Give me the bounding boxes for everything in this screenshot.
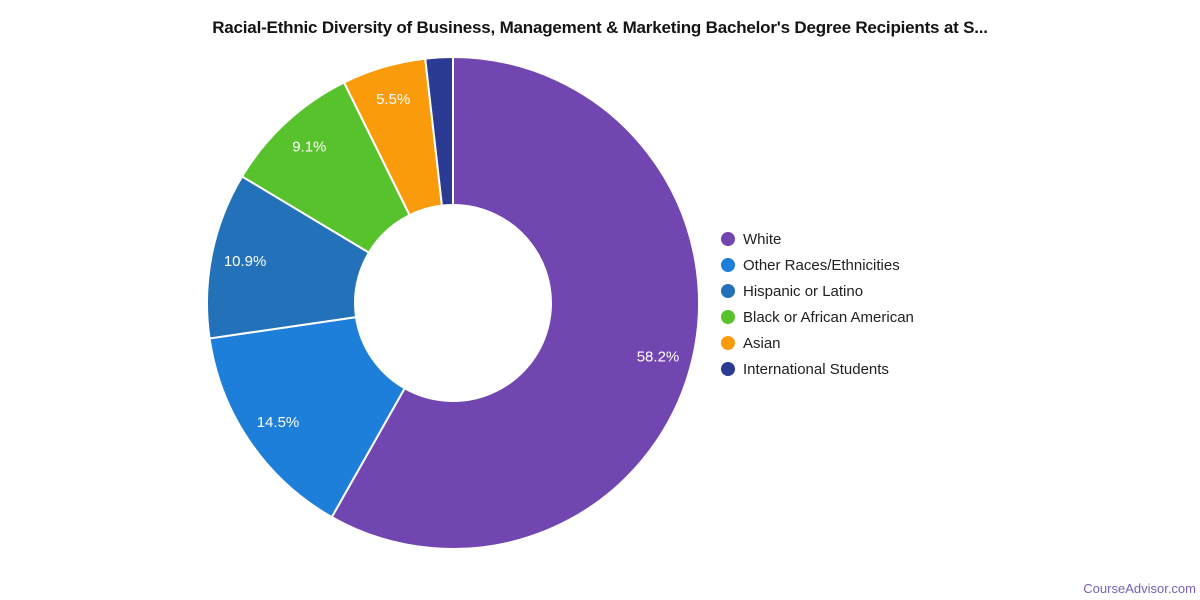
legend-item-label: International Students	[743, 360, 889, 378]
legend-item-label: Asian	[743, 334, 781, 352]
slice-label-3: 9.1%	[292, 139, 326, 156]
chart-title: Racial-Ethnic Diversity of Business, Man…	[212, 18, 988, 37]
slice-label-4: 5.5%	[376, 91, 410, 108]
slice-label-1: 14.5%	[257, 414, 300, 431]
legend-color-dot	[721, 232, 735, 246]
legend-item: Hispanic or Latino	[721, 278, 914, 304]
slice-label-2: 10.9%	[224, 253, 267, 270]
legend-item: White	[721, 226, 914, 252]
legend-color-dot	[721, 258, 735, 272]
pie-slice-0	[330, 56, 700, 550]
slice-label-0: 58.2%	[637, 349, 680, 366]
legend-item: Black or African American	[721, 304, 914, 330]
legend-item: International Students	[721, 356, 914, 382]
legend-color-dot	[721, 362, 735, 376]
legend-item-label: Black or African American	[743, 308, 914, 326]
chart-legend: White Other Races/Ethnicities Hispanic or …	[721, 226, 914, 382]
courseadvisor-link[interactable]: CourseAdvisor.com	[1083, 581, 1196, 596]
legend-item: Asian	[721, 330, 914, 356]
legend-item: Other Races/Ethnicities	[721, 252, 914, 278]
legend-item-label: White	[743, 230, 782, 248]
pie-slice-1	[208, 316, 406, 519]
pie-slice-5	[424, 56, 454, 207]
legend-color-dot	[721, 284, 735, 298]
legend-item-label: Hispanic or Latino	[743, 282, 864, 300]
legend-color-dot	[721, 310, 735, 324]
legend-item-label: Other Races/Ethnicities	[743, 256, 900, 274]
legend-color-dot	[721, 336, 735, 350]
